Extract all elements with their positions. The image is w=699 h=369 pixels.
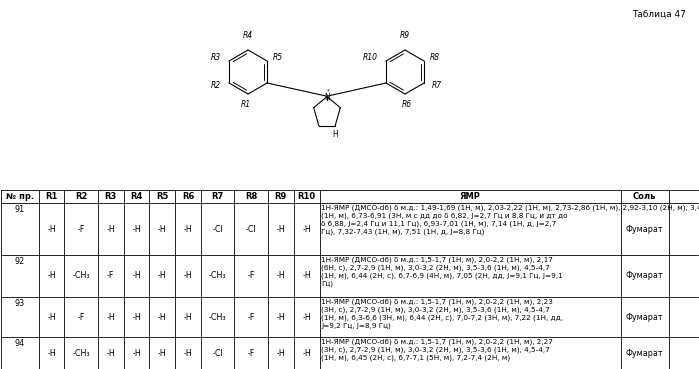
Text: -Cl: -Cl: [246, 224, 257, 234]
Text: R10: R10: [363, 52, 378, 62]
Text: 1Н-ЯМР (ДМСО-d6) δ м.д.: 1,5-1,7 (1Н, м), 2,0-2,2 (1Н, м), 2,23
(3Н, с), 2,7-2,9: 1Н-ЯМР (ДМСО-d6) δ м.д.: 1,5-1,7 (1Н, м)…: [321, 299, 563, 329]
Text: 91: 91: [15, 204, 25, 214]
Text: Фумарат: Фумарат: [626, 272, 663, 280]
Text: R1: R1: [45, 192, 58, 201]
Text: -H: -H: [277, 349, 285, 358]
Text: R10: R10: [298, 192, 316, 201]
Text: R5: R5: [156, 192, 168, 201]
Text: ЯМР: ЯМР: [460, 192, 480, 201]
Text: R6: R6: [402, 100, 412, 109]
Text: 1Н-ЯМР (ДМСО-d6) δ м.д.: 1,5-1,7 (1Н, м), 2,0-2,2 (1Н, м), 2,27
(3Н, с), 2,7-2,9: 1Н-ЯМР (ДМСО-d6) δ м.д.: 1,5-1,7 (1Н, м)…: [321, 338, 553, 361]
Text: H: H: [332, 130, 338, 138]
Text: -F: -F: [107, 272, 115, 280]
Text: R1: R1: [241, 100, 251, 109]
Text: R6: R6: [182, 192, 194, 201]
Text: R8: R8: [245, 192, 257, 201]
Text: 1Н-ЯМР (ДМСО-d6) δ м.д.: 1,49-1,69 (1Н, м), 2,03-2,22 (1Н, м), 2,73-2,86 (1Н, м): 1Н-ЯМР (ДМСО-d6) δ м.д.: 1,49-1,69 (1Н, …: [321, 204, 699, 235]
Text: -H: -H: [184, 272, 192, 280]
Text: R7: R7: [212, 192, 224, 201]
Text: -Cl: -Cl: [212, 349, 223, 358]
Text: -H: -H: [132, 349, 141, 358]
Text: -H: -H: [47, 349, 56, 358]
Text: -CH₃: -CH₃: [72, 272, 90, 280]
Text: R9: R9: [275, 192, 287, 201]
Text: Фумарат: Фумарат: [626, 313, 663, 321]
Text: -F: -F: [78, 313, 85, 321]
Text: R4: R4: [131, 192, 143, 201]
Text: R5: R5: [273, 52, 283, 62]
Text: -H: -H: [158, 272, 167, 280]
Text: -H: -H: [277, 313, 285, 321]
Text: -H: -H: [184, 313, 192, 321]
Text: -H: -H: [277, 272, 285, 280]
Text: -H: -H: [158, 224, 167, 234]
Text: -CH₃: -CH₃: [209, 313, 226, 321]
Text: R3: R3: [105, 192, 117, 201]
Text: R2: R2: [211, 80, 221, 90]
Text: R7: R7: [432, 80, 442, 90]
Text: -H: -H: [47, 313, 56, 321]
Text: -H: -H: [302, 224, 311, 234]
Text: -H: -H: [302, 313, 311, 321]
Text: -H: -H: [106, 224, 115, 234]
Text: 92: 92: [15, 256, 25, 266]
Text: -F: -F: [247, 313, 255, 321]
Text: -F: -F: [247, 349, 255, 358]
Text: Соль: Соль: [633, 192, 656, 201]
Text: -H: -H: [158, 349, 167, 358]
Text: 93: 93: [15, 299, 25, 307]
Text: -F: -F: [247, 272, 255, 280]
Text: -H: -H: [132, 272, 141, 280]
Text: 94: 94: [15, 338, 25, 348]
Text: Фумарат: Фумарат: [626, 224, 663, 234]
Text: R8: R8: [430, 52, 440, 62]
Text: -H: -H: [277, 224, 285, 234]
Text: -H: -H: [302, 272, 311, 280]
Text: 1Н-ЯМР (ДМСО-d6) δ м.д.: 1,5-1,7 (1Н, м), 2,0-2,2 (1Н, м), 2,17
(6Н, с), 2,7-2,9: 1Н-ЯМР (ДМСО-d6) δ м.д.: 1,5-1,7 (1Н, м)…: [321, 256, 563, 287]
Text: -H: -H: [47, 224, 56, 234]
Text: R9: R9: [400, 31, 410, 40]
Text: Фумарат: Фумарат: [626, 349, 663, 358]
Text: R2: R2: [75, 192, 87, 201]
Text: -H: -H: [132, 313, 141, 321]
Text: -Cl: -Cl: [212, 224, 223, 234]
Text: -H: -H: [184, 349, 192, 358]
Text: R3: R3: [211, 52, 221, 62]
Text: Таблица 47: Таблица 47: [632, 10, 686, 19]
Text: -H: -H: [302, 349, 311, 358]
Text: -CH₃: -CH₃: [209, 272, 226, 280]
Text: № пр.: № пр.: [6, 192, 34, 201]
Text: -H: -H: [106, 313, 115, 321]
Text: -H: -H: [47, 272, 56, 280]
Text: N: N: [324, 93, 330, 101]
Text: -H: -H: [106, 349, 115, 358]
Text: -F: -F: [78, 224, 85, 234]
Text: -CH₃: -CH₃: [72, 349, 90, 358]
Text: *: *: [326, 89, 329, 94]
Text: R4: R4: [243, 31, 253, 40]
Text: -H: -H: [132, 224, 141, 234]
Text: -H: -H: [184, 224, 192, 234]
Text: -H: -H: [158, 313, 167, 321]
